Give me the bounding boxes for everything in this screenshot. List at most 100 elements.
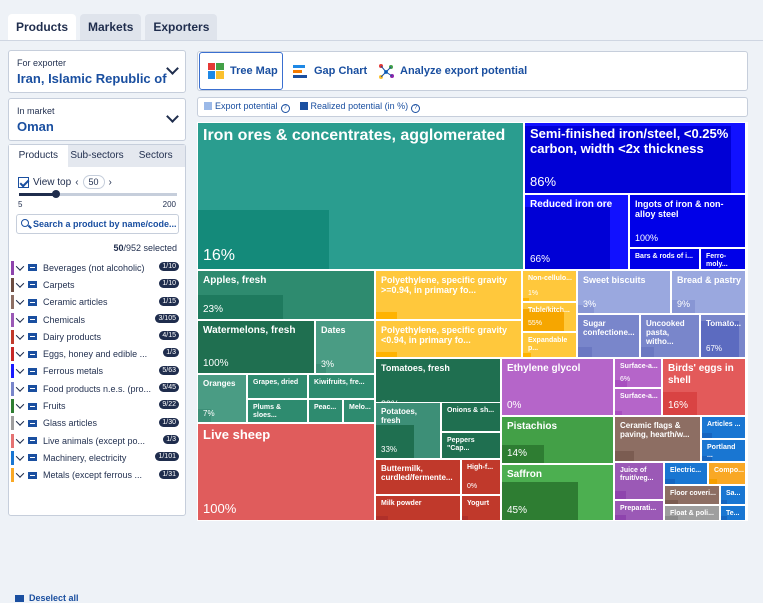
product-list-item[interactable]: Fruits 9/22 [9, 397, 185, 414]
treemap-tile[interactable]: Preparati... [614, 500, 664, 521]
treemap-tile[interactable]: Expandable p... [522, 332, 577, 358]
treemap-tile[interactable]: Grapes, dried [247, 374, 308, 399]
partial-check-icon[interactable] [28, 350, 37, 358]
treemap-tile[interactable]: Reduced iron ore 66% [524, 194, 629, 270]
chevron-down-icon[interactable] [15, 313, 25, 323]
treemap-tile[interactable]: Live sheep 100% [197, 423, 375, 521]
partial-check-icon[interactable] [28, 281, 37, 289]
product-list-item[interactable]: Metals (except ferrous ... 1/31 [9, 467, 185, 484]
partial-check-icon[interactable] [28, 454, 37, 462]
treemap-tile[interactable]: Birds' eggs in shell 16% [662, 358, 746, 416]
treemap-tile[interactable]: Polyethylene, specific gravity >=0.94, i… [375, 270, 522, 320]
partial-check-icon[interactable] [28, 333, 37, 341]
view-top-checkbox[interactable] [18, 176, 29, 188]
treemap-tile[interactable]: High-f... 0% [461, 459, 501, 495]
chevron-down-icon[interactable] [15, 348, 25, 357]
treemap-tile[interactable]: Bars & rods of i... [629, 248, 700, 270]
chevron-down-icon[interactable] [15, 469, 25, 479]
treemap-tile[interactable]: Potatoes, fresh 33% [375, 402, 441, 459]
view-top-slider[interactable] [19, 190, 177, 198]
treemap-tile[interactable]: Uncooked pasta, witho... [640, 314, 700, 358]
treemap-tile[interactable]: Iron ores & concentrates, agglomerated 16… [197, 122, 524, 270]
treemap-tile[interactable]: Semi-finished iron/steel, <0.25% carbon,… [524, 122, 746, 194]
product-search-input[interactable]: Search a product by name/code... [16, 214, 179, 234]
treemap-tile[interactable]: Peac... [308, 399, 343, 423]
tab-products[interactable]: Products [8, 14, 77, 40]
treemap-tile[interactable]: Bread & pastry 9% [671, 270, 746, 314]
treemap-tile[interactable]: Compo... [708, 462, 746, 485]
chevron-down-icon[interactable] [15, 400, 25, 409]
view-top-value[interactable]: 50 [82, 175, 105, 189]
chevron-left-icon[interactable]: ‹ [75, 176, 79, 188]
treemap-tile[interactable]: Yogurt [461, 495, 501, 521]
treemap-tile[interactable]: Tomato... 67% [700, 314, 746, 358]
treemap-tile[interactable]: Polyethylene, specific gravity <0.94, in… [375, 320, 522, 358]
treemap-tile[interactable]: Non-cellulo... 1% [522, 270, 577, 302]
treemap-tile[interactable]: Peppers "Cap... [441, 432, 501, 459]
market-select[interactable]: In market Oman [8, 98, 186, 141]
treemap-tile[interactable]: Onions & sh... [441, 402, 501, 432]
product-list-item[interactable]: Chemicals 3/105 [9, 311, 185, 328]
analyze-export-button[interactable]: Analyze export potential [378, 52, 527, 90]
treemap-tile[interactable]: Te... [720, 505, 746, 521]
product-list-item[interactable]: Carpets 1/10 [9, 276, 185, 293]
treemap-tile[interactable]: Milk powder [375, 495, 461, 521]
partial-check-icon[interactable] [28, 264, 37, 272]
product-list-item[interactable]: Eggs, honey and edible ... 1/3 [9, 345, 185, 362]
partial-check-icon[interactable] [28, 437, 37, 445]
treemap-tile[interactable]: Sa... [720, 485, 746, 505]
chevron-down-icon[interactable] [15, 383, 25, 392]
gap-chart-button[interactable]: Gap Chart [292, 52, 367, 90]
tab-exporters[interactable]: Exporters [145, 14, 218, 40]
partial-check-icon[interactable] [28, 471, 37, 479]
treemap-tile[interactable]: Table/kitch... 55% [522, 302, 577, 332]
treemap-tile[interactable]: Pistachios 14% [501, 416, 614, 464]
treemap-tile[interactable]: Saffron 45% [501, 464, 614, 521]
treemap-tile[interactable]: Watermelons, fresh 100% [197, 320, 315, 374]
chevron-down-icon[interactable] [15, 331, 25, 340]
partial-check-icon[interactable] [28, 385, 37, 393]
treemap-button[interactable]: Tree Map [199, 52, 283, 90]
chevron-down-icon[interactable] [15, 452, 25, 461]
treemap-tile[interactable]: Oranges 7% [197, 374, 247, 423]
treemap-tile[interactable]: Juice of fruit/veg... [614, 462, 664, 500]
treemap-tile[interactable]: Apples, fresh 23% [197, 270, 375, 320]
treemap-tile[interactable]: Sweet biscuits 3% [577, 270, 671, 314]
treemap-tile[interactable]: Surface-a... 6% [614, 358, 662, 388]
partial-check-icon[interactable] [28, 419, 37, 427]
treemap-tile[interactable]: Articles ... [701, 416, 746, 439]
tab-markets[interactable]: Markets [80, 14, 142, 40]
treemap-tile[interactable]: Plums & sloes... [247, 399, 308, 423]
product-list-item[interactable]: Live animals (except po... 1/3 [9, 432, 185, 449]
treemap-tile[interactable]: Float & poli... [664, 505, 720, 521]
exporter-select[interactable]: For exporter Iran, Islamic Republic of [8, 50, 186, 93]
product-list-item[interactable]: Beverages (not alcoholic) 1/10 [9, 259, 185, 276]
chevron-down-icon[interactable] [15, 279, 25, 288]
treemap-tile[interactable]: Ceramic flags & paving, hearth/w... [614, 416, 701, 462]
treemap-tile[interactable]: Dates 3% [315, 320, 375, 374]
treemap-tile[interactable]: Floor coveri... [664, 485, 720, 505]
treemap-tile[interactable]: Ferro-moly... [700, 248, 746, 270]
chevron-down-icon[interactable] [15, 365, 25, 375]
subtab-sub-sectors[interactable]: Sub-sectors [70, 150, 124, 161]
partial-check-icon[interactable] [28, 367, 37, 375]
chevron-right-icon[interactable]: › [108, 176, 112, 188]
partial-check-icon[interactable] [28, 298, 37, 306]
treemap-tile[interactable]: Portland ... [701, 439, 746, 462]
treemap-tile[interactable]: Electric... [664, 462, 708, 485]
subtab-sectors[interactable]: Sectors [138, 150, 173, 161]
partial-check-icon[interactable] [28, 402, 37, 410]
product-list-item[interactable]: Food products n.e.s. (pro... 5/45 [9, 380, 185, 397]
chevron-down-icon[interactable] [15, 434, 25, 444]
product-list-item[interactable]: Dairy products 4/15 [9, 328, 185, 345]
chevron-down-icon[interactable] [15, 296, 25, 306]
chevron-down-icon[interactable] [15, 417, 25, 427]
subtab-products[interactable]: Products [9, 145, 68, 167]
treemap-tile[interactable]: Buttermilk, curdled/fermente... [375, 459, 461, 495]
treemap-tile[interactable]: Ethylene glycol 0% [501, 358, 614, 416]
partial-check-icon[interactable] [28, 316, 37, 324]
product-list-item[interactable]: Ferrous metals 5/63 [9, 363, 185, 380]
product-list-item[interactable]: Glass articles 1/30 [9, 415, 185, 432]
treemap-tile[interactable]: Ingots of iron & non-alloy steel 100% [629, 194, 746, 248]
product-list-item[interactable]: Machinery, electricity 1/101 [9, 449, 185, 466]
